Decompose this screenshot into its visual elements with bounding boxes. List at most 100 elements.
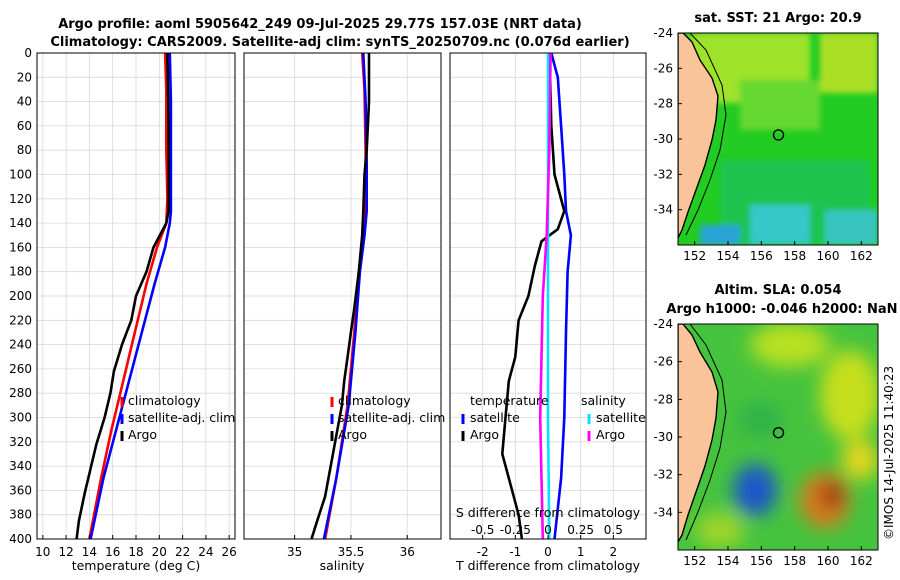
salinity-diff-ticks: -0.5 -0.25 0 0.25 0.5 [471, 523, 623, 537]
copyright-stamp: ©IMOS 14-Jul-2025 11:40:23 [882, 366, 896, 540]
depth-y-ticks: 0 20 40 60 80 100 120 140 160 180 200 220 240 260 280 3… [9, 46, 32, 546]
sla-warm-core [820, 481, 844, 509]
sst-isobath [685, 33, 727, 236]
sst-map: sat. SST: 21 Argo: 20.9 152 154 156 158 160 1… [653, 11, 879, 263]
map-xtick-label: 156 [750, 554, 773, 568]
map-ytick-label: -30 [653, 430, 673, 444]
sla-isobath [685, 324, 727, 541]
difference-legend: temperature salinity satellite Argo satellit… [461, 393, 646, 442]
depth-tick-label: 380 [9, 508, 32, 522]
depth-tick-label: 400 [9, 532, 32, 546]
legend-label: Argo [128, 427, 157, 442]
depth-tick-label: 220 [9, 313, 32, 327]
diff-xtick-label: 1 [577, 545, 585, 559]
s-diff-tick-label: -0.25 [500, 523, 531, 537]
legend-title-temperature: temperature [470, 393, 549, 408]
depth-tick-label: 60 [17, 119, 32, 133]
temperature-x-ticks: 10 12 14 16 18 20 22 24 26 [35, 535, 237, 559]
map-xtick-label: 158 [783, 249, 806, 263]
s-difference-xlabel: S difference from climatology [456, 505, 641, 520]
salinity-series [310, 52, 371, 540]
depth-tick-label: 120 [9, 192, 32, 206]
map-ytick-label: -26 [653, 355, 673, 369]
map-xtick-label: 154 [717, 554, 740, 568]
s-diff-tick-label: 0 [544, 523, 552, 537]
diff-xtick-label: 0 [544, 545, 552, 559]
map-ytick-label: -30 [653, 132, 673, 146]
legend-label: Argo [470, 427, 499, 442]
map-ytick-label: -24 [653, 317, 673, 331]
temp-xtick-label: 22 [175, 545, 190, 559]
salinity-grid [244, 52, 441, 540]
temp-xtick-label: 14 [82, 545, 97, 559]
temperature-grid [37, 52, 235, 540]
depth-tick-label: 280 [9, 386, 32, 400]
sla-eddy-low [738, 402, 782, 438]
legend-label: Argo [596, 427, 625, 442]
sla-argo-marker [772, 426, 785, 439]
depth-tick-label: 0 [24, 46, 32, 60]
legend-title-salinity: salinity [581, 393, 626, 408]
title-line-2: Climatology: CARS2009. Satellite-adj cli… [50, 35, 629, 50]
sst-map-ticks: 152 154 156 158 160 162 -24 -26 -28 -30 -32 -34 [653, 26, 872, 263]
sst-cold-patch-east [825, 210, 878, 245]
series-line-climatology [88, 52, 169, 540]
difference-series [500, 52, 573, 540]
t-difference-xlabel: T difference from climatology [455, 558, 641, 573]
diff-xtick-label: -1 [509, 545, 521, 559]
map-ytick-label: -34 [653, 203, 673, 217]
sla-coastline [678, 324, 719, 544]
sst-map-title: sat. SST: 21 Argo: 20.9 [694, 11, 861, 26]
map-xtick-label: 162 [850, 249, 873, 263]
temp-xtick-label: 26 [222, 545, 237, 559]
sst-mid-patch [740, 80, 820, 130]
map-xtick-label: 158 [783, 554, 806, 568]
legend-label: satellite-adj. clim [128, 410, 235, 425]
sla-eddy-east [820, 350, 878, 440]
temp-xtick-label: 16 [105, 545, 120, 559]
temp-xtick-label: 24 [198, 545, 213, 559]
map-ytick-label: -26 [653, 61, 673, 75]
s-diff-tick-label: 0.25 [567, 523, 594, 537]
depth-tick-label: 240 [9, 338, 32, 352]
sst-coastline [678, 33, 719, 239]
depth-tick-label: 260 [9, 362, 32, 376]
difference-x-ticks: -2 -1 0 1 2 [477, 535, 617, 559]
series-line-satellite-adj-clim [322, 52, 369, 540]
legend-label: climatology [128, 393, 201, 408]
sla-map-title-2: Argo h1000: -0.046 h2000: NaN [666, 302, 897, 317]
sla-yellow-eddy [842, 440, 878, 480]
series-line-argo [75, 52, 170, 540]
series-line-argo [310, 53, 371, 540]
legend-label: satellite-adj. clim [338, 410, 445, 425]
salinity-legend: climatology satellite-adj. clim Argo [330, 393, 445, 442]
s-diff-tick-label: 0.5 [604, 523, 623, 537]
salinity-axes-box [243, 52, 442, 540]
depth-tick-label: 100 [9, 168, 32, 182]
map-xtick-label: 152 [683, 554, 706, 568]
sst-cold-patch [750, 205, 810, 245]
temperature-xlabel: temperature (deg C) [72, 558, 201, 573]
depth-tick-label: 300 [9, 411, 32, 425]
sla-south-patch [695, 512, 745, 548]
sst-argo-marker [772, 129, 785, 141]
sla-map-ticks: 152 154 156 158 160 162 -24 -26 -28 -30 -32 -34 [653, 317, 872, 568]
series-line-satellite-adj-clim [89, 52, 173, 540]
salinity-xlabel: salinity [320, 558, 365, 573]
sst-warm-patch-east [820, 33, 878, 93]
depth-tick-label: 360 [9, 483, 32, 497]
map-ytick-label: -32 [653, 167, 673, 181]
map-xtick-label: 152 [683, 249, 706, 263]
sla-eddy-north [750, 324, 830, 367]
depth-tick-label: 200 [9, 289, 32, 303]
map-ytick-label: -24 [653, 26, 673, 40]
depth-tick-label: 80 [17, 143, 32, 157]
legend-label: satellite [596, 410, 646, 425]
sst-cold-corner [700, 225, 740, 245]
map-ytick-label: -28 [653, 97, 673, 111]
sal-xtick-label: 35.5 [338, 545, 365, 559]
depth-tick-label: 140 [9, 216, 32, 230]
map-ytick-label: -32 [653, 468, 673, 482]
